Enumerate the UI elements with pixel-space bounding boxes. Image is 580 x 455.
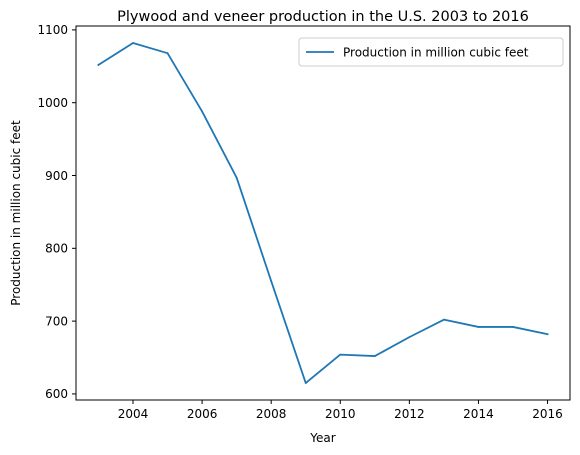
data-point: [408, 336, 411, 339]
y-axis-ticks: 600 700 800 900 1000 1100: [37, 23, 76, 401]
x-tick-label: 2014: [463, 407, 494, 421]
x-tick-label: 2012: [394, 407, 425, 421]
legend-box: [298, 37, 564, 67]
data-point: [304, 382, 307, 384]
y-tick-label: 1100: [37, 23, 68, 37]
x-axis-label: Year: [309, 431, 335, 445]
x-tick-label: 2004: [118, 407, 149, 421]
y-tick-label: 700: [45, 314, 68, 328]
series-layer: [97, 42, 549, 384]
plot-frame: [75, 25, 571, 401]
y-tick-label: 800: [45, 242, 68, 256]
y-tick-label: 1000: [37, 96, 68, 110]
x-tick-label: 2016: [532, 407, 563, 421]
legend-label: Production in million cubic feet: [343, 46, 529, 60]
x-tick-label: 2008: [256, 407, 287, 421]
data-point: [132, 42, 134, 44]
legend: Production in million cubic feet: [298, 37, 564, 67]
data-point: [201, 110, 203, 113]
data-point: [270, 280, 273, 282]
plot-area: [76, 26, 570, 400]
y-tick-label: 600: [45, 387, 68, 401]
data-point: [235, 176, 238, 179]
x-axis-ticks: 2004 2006 2008 2010 2012 2014 2016: [118, 400, 563, 421]
data-point: [339, 353, 342, 356]
chart-title: Plywood and veneer production in the U.S…: [117, 9, 529, 25]
data-point: [546, 333, 549, 336]
x-tick-label: 2006: [187, 407, 218, 421]
y-tick-label: 900: [45, 169, 68, 183]
data-point: [512, 326, 514, 328]
x-tick-label: 2010: [325, 407, 356, 421]
series-line: [97, 42, 549, 384]
data-point: [166, 52, 169, 55]
data-point: [373, 355, 376, 357]
data-point: [443, 318, 445, 321]
y-axis-label: Production in million cubic feet: [9, 120, 23, 306]
data-point: [477, 326, 480, 328]
data-point: [97, 63, 100, 66]
